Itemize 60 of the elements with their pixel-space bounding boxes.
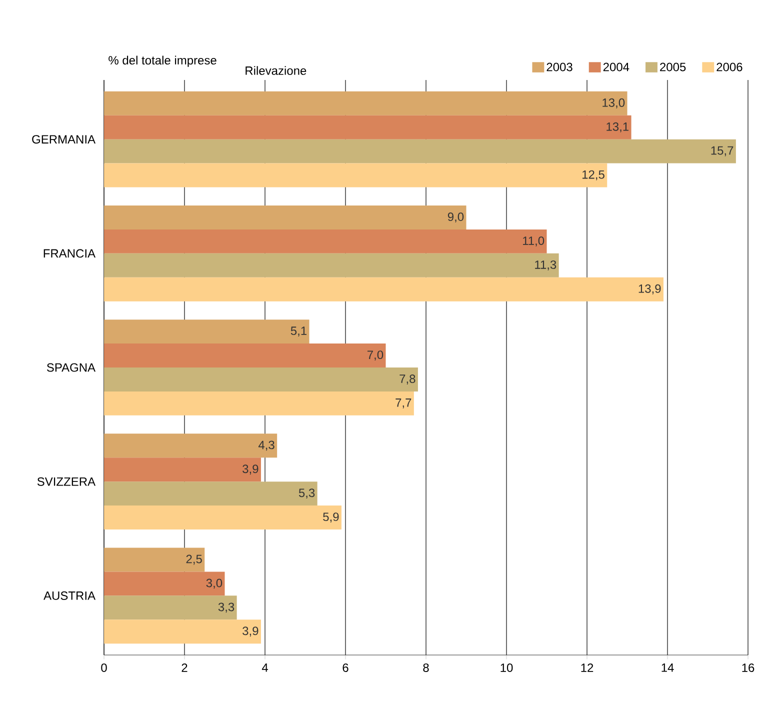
bar: [104, 368, 418, 392]
bar: [104, 139, 736, 164]
legend-label: 2004: [603, 62, 630, 72]
data-label: 5,1: [290, 326, 306, 336]
x-tick-label: 4: [262, 663, 268, 672]
data-label: 7,8: [400, 374, 416, 384]
bar: [104, 458, 261, 482]
bar: [104, 596, 237, 620]
data-label: 4,3: [258, 440, 274, 451]
data-label: 5,3: [298, 488, 315, 499]
bar: [104, 163, 608, 188]
y-tick-label: FRANCIA: [44, 249, 96, 258]
bar: [104, 344, 386, 368]
data-label: 13,1: [606, 122, 628, 132]
x-tick-label: 8: [423, 663, 429, 672]
bar: [104, 115, 632, 140]
legend-label: 2005: [660, 62, 686, 72]
legend-title: Rilevazione: [246, 66, 306, 75]
bar: [104, 277, 664, 302]
data-label: 11,3: [535, 260, 556, 270]
x-tick-label: 12: [581, 663, 594, 672]
data-label: 7,7: [396, 398, 412, 408]
legend-label: 2003: [546, 62, 572, 72]
bar: [104, 506, 342, 530]
data-label: 3,9: [242, 464, 258, 475]
data-label: 5,9: [323, 512, 339, 522]
x-tick-label: 10: [500, 663, 513, 672]
bar: [104, 620, 261, 644]
x-tick-label: 6: [342, 663, 348, 672]
data-label: 11,0: [523, 236, 544, 246]
data-label: 3,3: [218, 602, 234, 613]
bar: [104, 91, 628, 116]
chart-title: % del totale imprese: [108, 56, 216, 67]
data-label: 9,0: [448, 212, 464, 222]
data-label: 15,7: [711, 146, 734, 156]
x-tick-label: 0: [101, 663, 107, 672]
data-label: 13,9: [638, 284, 661, 294]
y-tick-label: SVIZZERA: [37, 477, 96, 486]
x-tick-label: 14: [662, 663, 674, 672]
bar: [104, 434, 278, 458]
bar: [104, 253, 559, 278]
x-tick-label: 2: [182, 663, 188, 672]
data-label: 3,9: [242, 626, 258, 637]
data-label: 3,0: [206, 578, 222, 589]
bar: [104, 482, 318, 506]
y-tick-label: SPAGNA: [46, 363, 96, 372]
data-label: 2,5: [186, 554, 202, 565]
y-tick-label: AUSTRIA: [44, 591, 96, 600]
bar: [104, 320, 310, 344]
bar: [104, 572, 225, 596]
bar: [104, 391, 414, 416]
x-tick-label: 16: [742, 663, 754, 672]
data-label: 13,0: [602, 98, 625, 108]
data-label: 7,0: [367, 350, 384, 360]
bar: [104, 548, 205, 572]
y-tick-label: GERMANIA: [32, 135, 96, 144]
bar: [104, 229, 547, 254]
legend-label: 2006: [716, 62, 742, 72]
bar: [104, 206, 466, 230]
data-label: 12,5: [582, 170, 604, 180]
